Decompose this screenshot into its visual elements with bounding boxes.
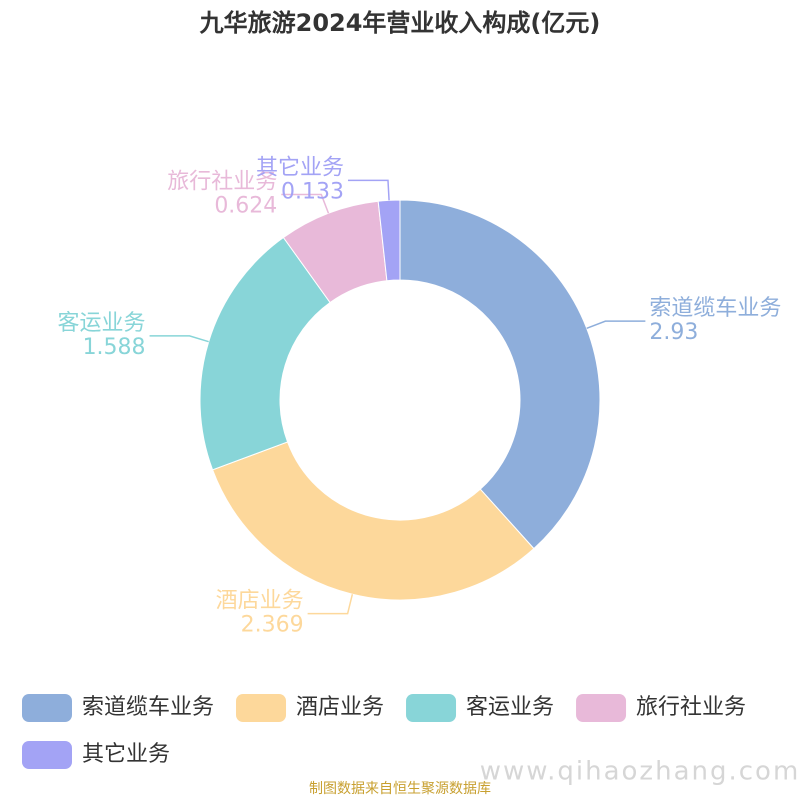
legend-swatch <box>22 694 72 722</box>
legend-swatch <box>576 694 627 722</box>
legend-swatch <box>236 694 287 722</box>
legend-label: 索道缆车业务 <box>82 695 214 720</box>
donut-slice <box>199 236 331 471</box>
legend-swatch <box>22 741 72 769</box>
chart-title: 九华旅游2024年营业收入构成(亿元) <box>199 9 601 37</box>
value-label: 0.133 <box>281 179 344 204</box>
legend-label: 其它业务 <box>82 742 170 767</box>
legend-label: 旅行社业务 <box>636 695 746 720</box>
donut-slice <box>377 199 401 282</box>
legend-swatch <box>406 694 457 722</box>
value-label: 2.93 <box>649 320 698 345</box>
slice-label: 客运业务 <box>58 311 146 336</box>
source-note: 制图数据来自恒生聚源数据库 <box>309 781 491 797</box>
leader-line <box>307 594 354 615</box>
leader-line <box>281 193 330 214</box>
slice-label: 其它业务 <box>256 155 344 180</box>
legend-label: 酒店业务 <box>296 695 384 720</box>
slice-label: 索道缆车业务 <box>649 296 781 321</box>
value-label: 0.624 <box>214 194 277 219</box>
leader-line <box>149 335 209 343</box>
leader-line <box>586 320 646 330</box>
value-label: 2.369 <box>241 613 304 638</box>
slice-label: 酒店业务 <box>216 589 304 614</box>
leader-line <box>347 179 390 201</box>
legend-label: 客运业务 <box>466 695 554 720</box>
value-label: 1.588 <box>83 335 146 360</box>
donut-slice <box>399 199 601 550</box>
watermark: www.qihaozhang.com <box>480 757 800 787</box>
slice-label: 旅行社业务 <box>167 170 277 195</box>
donut-slice <box>211 441 535 601</box>
